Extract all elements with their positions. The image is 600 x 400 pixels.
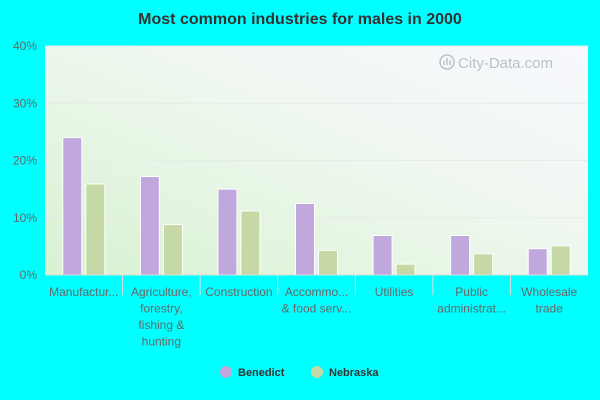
- bars: [62, 137, 571, 276]
- bar-benedict[interactable]: [62, 137, 83, 276]
- bar-nebraska[interactable]: [473, 253, 494, 276]
- y-axis-ticks: 0% 10% 20% 30% 40%: [13, 39, 37, 282]
- x-tick-label: Public: [455, 285, 488, 299]
- y-tick-label: 0%: [20, 268, 38, 282]
- bar-nebraska[interactable]: [550, 245, 571, 276]
- bar-benedict[interactable]: [450, 234, 471, 276]
- bar-benedict[interactable]: [217, 188, 238, 276]
- x-tick-label: hunting: [142, 335, 181, 349]
- legend-swatch: [220, 366, 232, 378]
- y-tick-label: 10%: [13, 211, 37, 225]
- bar-nebraska[interactable]: [318, 249, 338, 276]
- legend-label: Benedict: [238, 367, 285, 379]
- x-tick-label: Manufactur...: [49, 285, 118, 299]
- gridlines: [45, 45, 588, 219]
- bar-benedict[interactable]: [527, 248, 548, 276]
- x-tick-label: administrat...: [437, 302, 506, 316]
- x-tick-label: Construction: [205, 285, 272, 299]
- y-tick-label: 40%: [13, 39, 37, 53]
- y-tick-label: 20%: [13, 154, 37, 168]
- legend-item-nebraska[interactable]: Nebraska: [311, 366, 379, 379]
- x-tick-label: trade: [536, 302, 564, 316]
- bar-benedict[interactable]: [295, 202, 315, 276]
- legend-label: Nebraska: [329, 367, 379, 379]
- legend-swatch: [311, 366, 323, 378]
- chart-title: Most common industries for males in 2000: [138, 11, 462, 28]
- watermark: City-Data.com: [439, 54, 553, 72]
- x-tick-label: Wholesale: [521, 285, 577, 299]
- bar-benedict[interactable]: [139, 176, 160, 276]
- x-axis-labels: Manufactur... Agriculture, forestry, fishin…: [49, 275, 578, 349]
- city-data-logo-icon: [439, 54, 455, 70]
- x-tick-label: & food serv...: [282, 302, 352, 316]
- y-tick-label: 30%: [13, 96, 37, 110]
- bar-nebraska[interactable]: [85, 183, 106, 276]
- x-tick-label: forestry,: [140, 302, 182, 316]
- watermark-text: City-Data.com: [458, 55, 553, 72]
- bar-nebraska[interactable]: [395, 263, 416, 276]
- x-tick-label: fishing &: [138, 318, 184, 332]
- legend: Benedict Nebraska: [220, 366, 379, 379]
- legend-item-benedict[interactable]: Benedict: [220, 366, 285, 379]
- bar-nebraska[interactable]: [162, 224, 183, 276]
- x-tick-label: Agriculture,: [131, 285, 192, 299]
- bar-nebraska[interactable]: [240, 210, 261, 276]
- x-tick-label: Utilities: [375, 285, 414, 299]
- bar-benedict[interactable]: [372, 234, 393, 276]
- x-tick-label: Accommo...: [285, 285, 348, 299]
